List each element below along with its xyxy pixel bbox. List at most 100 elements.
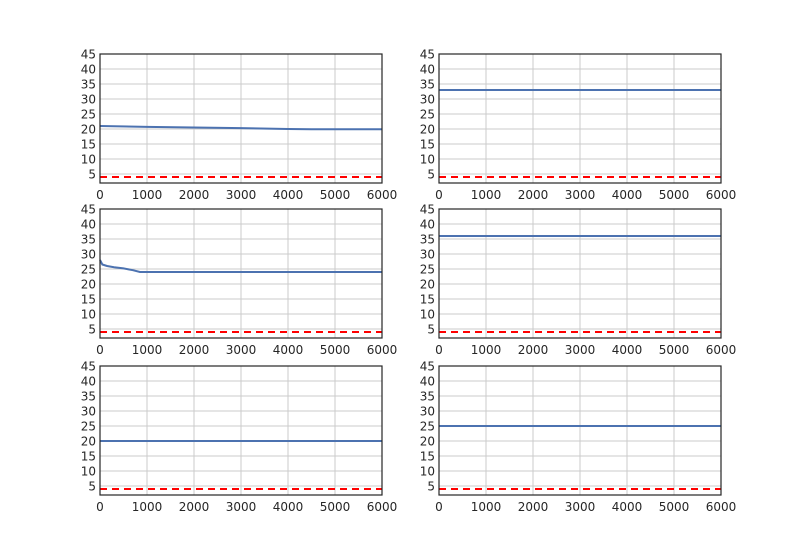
x-tick-label: 3000 (565, 500, 596, 514)
y-tick-label: 25 (420, 420, 435, 434)
x-tick-label: 6000 (706, 188, 737, 202)
y-tick-label: 40 (81, 375, 96, 389)
y-tick-label: 15 (420, 450, 435, 464)
x-tick-label: 3000 (565, 343, 596, 357)
y-tick-label: 5 (88, 168, 96, 182)
x-tick-label: 5000 (659, 343, 690, 357)
x-tick-label: 5000 (320, 343, 351, 357)
x-tick-label: 1000 (132, 188, 163, 202)
x-tick-label: 3000 (565, 188, 596, 202)
x-tick-label: 2000 (518, 188, 549, 202)
y-tick-label: 10 (420, 465, 435, 479)
x-tick-label: 5000 (659, 500, 690, 514)
y-tick-label: 10 (420, 308, 435, 322)
y-tick-label: 40 (420, 375, 435, 389)
y-tick-label: 5 (427, 323, 435, 337)
y-tick-label: 45 (420, 203, 435, 217)
y-tick-label: 5 (427, 480, 435, 494)
y-tick-label: 45 (420, 360, 435, 374)
x-tick-label: 4000 (273, 343, 304, 357)
y-tick-label: 30 (420, 248, 435, 262)
y-tick-label: 45 (81, 203, 96, 217)
y-tick-label: 30 (420, 405, 435, 419)
plot-frame (438, 365, 722, 496)
y-tick-label: 20 (420, 123, 435, 137)
y-tick-label: 45 (81, 360, 96, 374)
y-tick-label: 30 (81, 405, 96, 419)
x-tick-label: 2000 (179, 343, 210, 357)
y-tick-label: 30 (81, 248, 96, 262)
y-tick-label: 35 (420, 233, 435, 247)
x-tick-label: 1000 (132, 500, 163, 514)
x-tick-label: 6000 (706, 500, 737, 514)
y-tick-label: 20 (81, 278, 96, 292)
y-tick-label: 10 (420, 153, 435, 167)
plot-frame (99, 53, 383, 184)
y-tick-label: 40 (81, 218, 96, 232)
y-tick-label: 40 (81, 63, 96, 77)
x-tick-label: 0 (435, 343, 443, 357)
x-tick-label: 6000 (706, 343, 737, 357)
y-tick-label: 20 (420, 435, 435, 449)
y-tick-label: 40 (420, 63, 435, 77)
x-tick-label: 2000 (179, 188, 210, 202)
y-tick-label: 10 (81, 153, 96, 167)
x-tick-label: 0 (435, 188, 443, 202)
x-tick-label: 6000 (367, 188, 398, 202)
x-tick-label: 5000 (659, 188, 690, 202)
y-tick-label: 20 (81, 435, 96, 449)
x-tick-label: 0 (435, 500, 443, 514)
x-tick-label: 3000 (226, 500, 257, 514)
x-tick-label: 5000 (320, 188, 351, 202)
y-tick-label: 20 (81, 123, 96, 137)
y-tick-label: 35 (420, 78, 435, 92)
x-tick-label: 4000 (612, 343, 643, 357)
x-tick-label: 0 (96, 188, 104, 202)
y-tick-label: 35 (420, 390, 435, 404)
y-tick-label: 35 (81, 390, 96, 404)
x-tick-label: 1000 (132, 343, 163, 357)
y-tick-label: 25 (81, 263, 96, 277)
x-tick-label: 0 (96, 500, 104, 514)
x-tick-label: 1000 (471, 343, 502, 357)
x-tick-label: 0 (96, 343, 104, 357)
y-tick-label: 40 (420, 218, 435, 232)
y-tick-label: 25 (81, 108, 96, 122)
y-tick-label: 45 (420, 48, 435, 62)
x-tick-label: 5000 (320, 500, 351, 514)
x-tick-label: 3000 (226, 343, 257, 357)
y-tick-label: 30 (81, 93, 96, 107)
y-tick-label: 25 (420, 108, 435, 122)
y-tick-label: 5 (88, 323, 96, 337)
plot-frame (438, 53, 722, 184)
y-tick-label: 15 (81, 450, 96, 464)
y-tick-label: 5 (427, 168, 435, 182)
x-tick-label: 1000 (471, 188, 502, 202)
x-tick-label: 2000 (518, 343, 549, 357)
y-tick-label: 25 (81, 420, 96, 434)
y-tick-label: 20 (420, 278, 435, 292)
y-tick-label: 5 (88, 480, 96, 494)
series-line (99, 259, 382, 273)
y-tick-label: 35 (81, 78, 96, 92)
y-tick-label: 15 (420, 293, 435, 307)
plot-frame (99, 365, 383, 496)
y-tick-label: 30 (420, 93, 435, 107)
series-line (99, 125, 382, 131)
y-tick-label: 25 (420, 263, 435, 277)
y-tick-label: 45 (81, 48, 96, 62)
x-tick-label: 2000 (518, 500, 549, 514)
x-tick-label: 3000 (226, 188, 257, 202)
y-tick-label: 35 (81, 233, 96, 247)
y-tick-label: 10 (81, 465, 96, 479)
x-tick-label: 4000 (612, 500, 643, 514)
y-tick-label: 15 (81, 293, 96, 307)
y-tick-label: 15 (420, 138, 435, 152)
x-tick-label: 1000 (471, 500, 502, 514)
